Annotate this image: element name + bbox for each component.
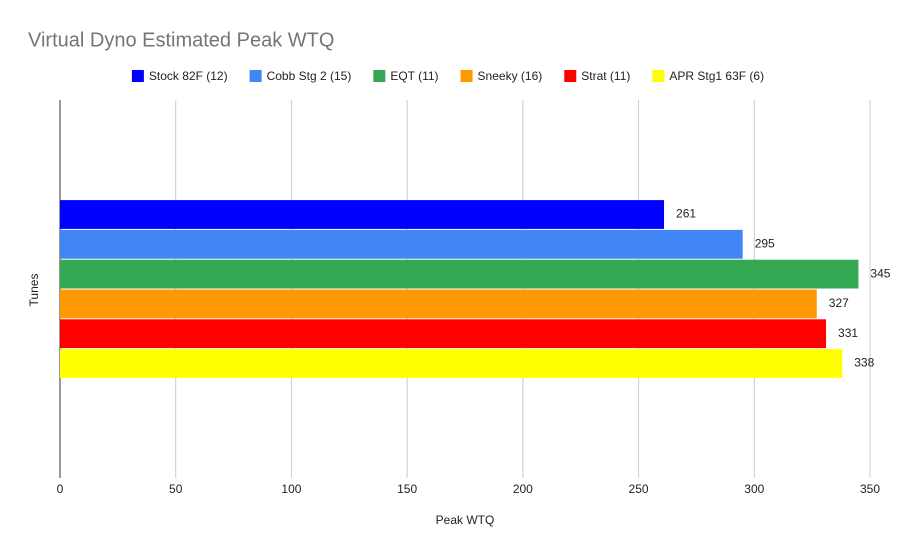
data-label: 345 [870,266,890,280]
x-tick-label: 250 [629,482,649,496]
bar [60,289,817,319]
x-tick-label: 0 [57,482,64,496]
data-label: 331 [838,326,858,340]
legend-label: Strat (11) [581,69,630,83]
legend-label: APR Stg1 63F (6) [669,69,764,83]
x-tick-label: 50 [169,482,183,496]
x-tick-label: 300 [744,482,764,496]
data-label: 327 [829,296,849,310]
data-label: 338 [854,356,874,370]
legend-swatch [460,70,473,82]
legend-label: Cobb Stg 2 (15) [267,69,352,83]
data-label: 261 [676,207,696,221]
data-label: 295 [755,236,775,250]
x-tick-label: 150 [397,482,417,496]
legend-label: EQT (11) [390,69,438,83]
bar [60,229,743,259]
x-axis-title: Peak WTQ [436,513,495,527]
bar [60,200,665,229]
legend-swatch [373,70,386,82]
legend-swatch [131,70,144,82]
bar [60,349,843,378]
y-axis-title: Tunes [27,274,41,307]
x-tick-label: 200 [513,482,533,496]
bar [60,259,859,289]
legend-swatch [564,70,577,82]
legend-label: Sneeky (16) [478,69,543,83]
bar [60,319,827,349]
legend-swatch [652,70,665,82]
chart-title: Virtual Dyno Estimated Peak WTQ [28,29,334,51]
x-tick-label: 100 [281,482,301,496]
legend-label: Stock 82F (12) [149,69,228,83]
legend-swatch [249,70,262,82]
x-tick-label: 350 [860,482,880,496]
